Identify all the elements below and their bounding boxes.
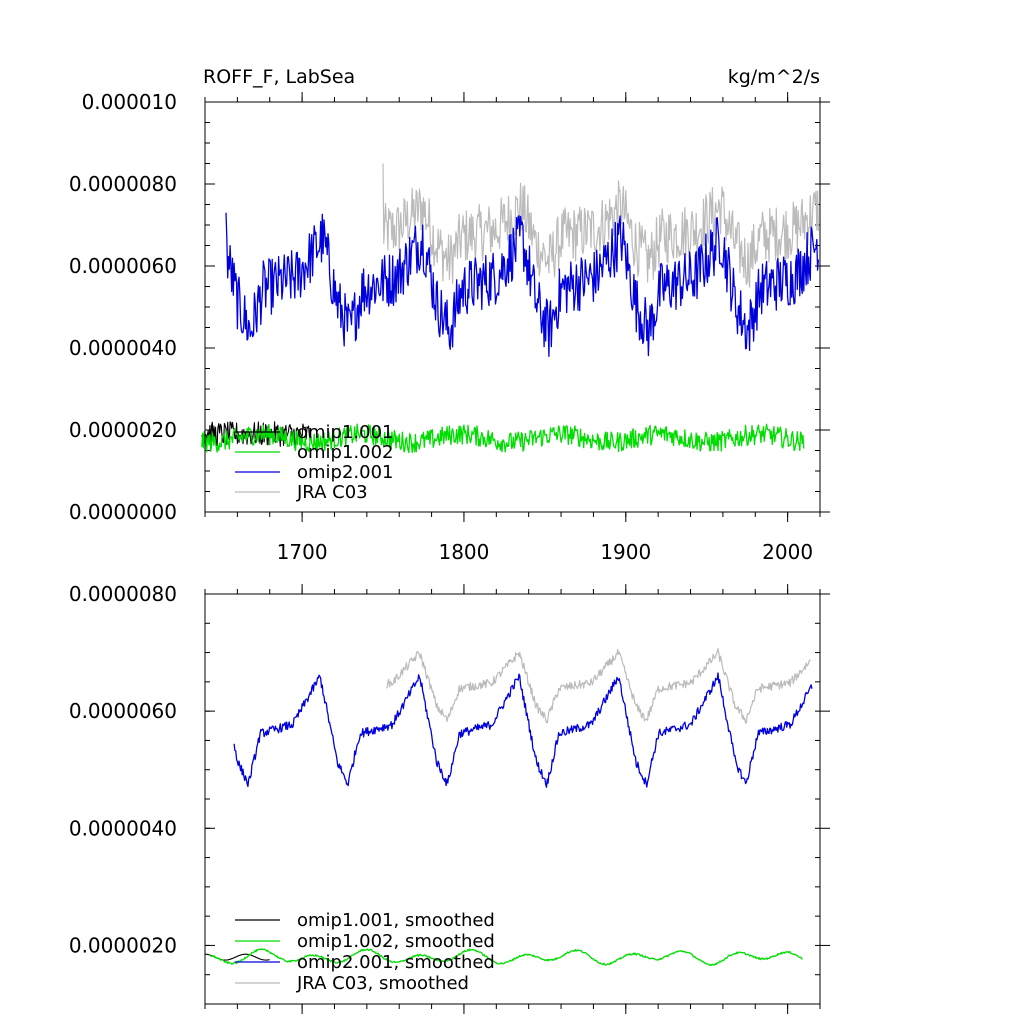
legend-label-omip1-001: omip1.001 <box>297 422 394 443</box>
top-title: ROFF_F, LabSea <box>203 66 355 88</box>
top-series-group <box>201 163 820 454</box>
y-tick-label: 0.0000000 <box>69 500 177 524</box>
top-y-axis: 0.0000000 0.0000020 0.0000040 0.0000060 0.00… <box>69 90 830 524</box>
legend-label-jra-c03: JRA C03 <box>296 482 368 503</box>
bottom-x-axis <box>204 584 821 1014</box>
bottom-series-group <box>205 648 813 967</box>
x-tick-label: 1800 <box>438 540 489 564</box>
series-line-jra-c03-smoothed <box>385 648 811 724</box>
top-legend: omip1.001 omip1.002 omip2.001 JRA C03 <box>235 422 394 503</box>
bottom-legend: omip1.001, smoothed omip1.002, smoothed … <box>235 910 495 994</box>
legend-label-omip1-002-smoothed: omip1.002, smoothed <box>297 931 495 952</box>
y-tick-label: 0.0000080 <box>69 582 177 606</box>
legend-label-omip1-002: omip1.002 <box>297 442 394 463</box>
series-line-jra-c03 <box>382 163 819 288</box>
top-units: kg/m^2/s <box>728 66 820 88</box>
series-line-omip2-001-smoothed <box>233 672 813 788</box>
legend-label-omip1-001-smoothed: omip1.001, smoothed <box>297 910 495 931</box>
x-tick-label: 2000 <box>762 540 813 564</box>
x-tick-label: 1900 <box>600 540 651 564</box>
top-panel: ROFF_F, LabSea kg/m^2/s 0.00000000.00000… <box>69 66 830 564</box>
bottom-panel: 0.0000020 0.0000040 0.0000060 0.0000080 omi… <box>69 582 830 1014</box>
legend-label-omip2-001-smoothed: omip2.001, smoothed <box>297 952 495 973</box>
series-line-omip1-002 <box>201 423 805 454</box>
series-line-omip2-001 <box>225 212 820 358</box>
y-tick-label: 0.0000080 <box>69 172 177 196</box>
top-plot-frame <box>204 101 821 513</box>
y-tick-label: 0.0000020 <box>69 933 177 957</box>
legend-label-jra-c03-smoothed: JRA C03, smoothed <box>296 973 469 994</box>
legend-label-omip2-001: omip2.001 <box>297 462 394 483</box>
x-tick-label: 1700 <box>277 540 328 564</box>
y-tick-label: 0.0000060 <box>69 699 177 723</box>
series-line-omip1-002-smoothed <box>209 948 803 967</box>
y-tick-label: 0.0000040 <box>69 336 177 360</box>
y-tick-label: 0.0000040 <box>69 816 177 840</box>
y-tick-label: 0.0000020 <box>69 418 177 442</box>
y-tick-label: 0.000010 <box>82 90 177 114</box>
y-tick-label: 0.0000060 <box>69 254 177 278</box>
top-x-axis: 1700 1800 1900 2000 <box>204 92 821 564</box>
series-line-omip1-001 <box>201 421 311 447</box>
bottom-plot-frame <box>204 593 821 1005</box>
